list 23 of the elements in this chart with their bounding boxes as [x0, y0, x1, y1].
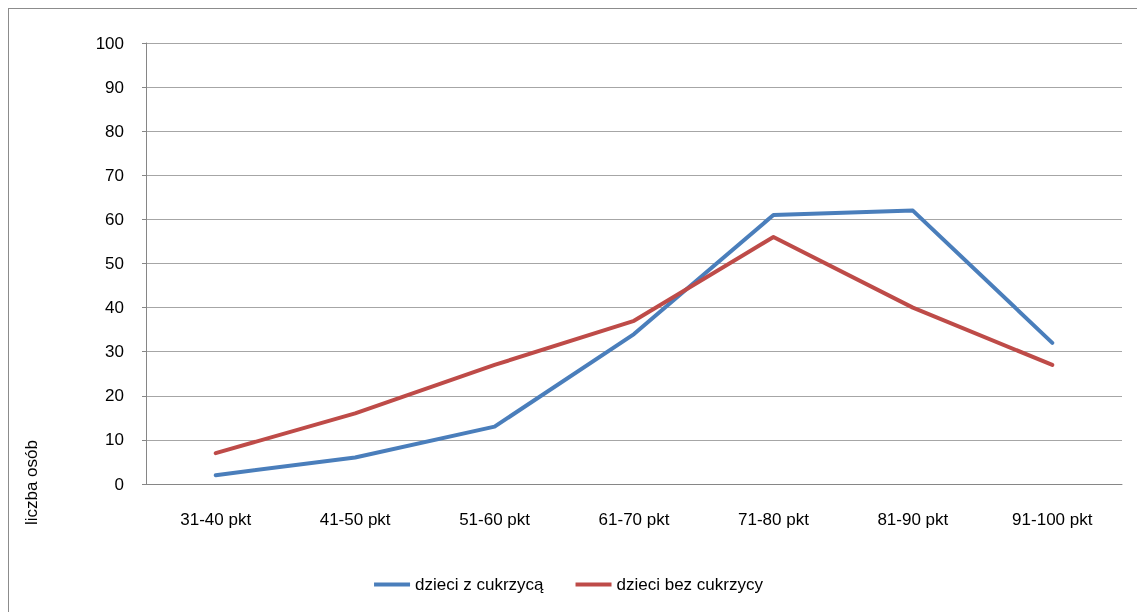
- y-tick-label: 100: [95, 33, 124, 53]
- y-tick-label: 30: [105, 342, 124, 362]
- y-tick-label: 70: [105, 165, 124, 185]
- legend-label: dzieci z cukrzycą: [415, 575, 545, 594]
- x-tick-label: 61-70 pkt: [598, 510, 670, 529]
- y-axis-title: liczba osób: [22, 440, 41, 526]
- y-tick-label: 80: [105, 121, 124, 141]
- x-tick-label: 91-100 pkt: [1012, 510, 1093, 529]
- x-tick-label: 31-40 pkt: [180, 510, 252, 529]
- x-tick-label: 81-90 pkt: [877, 510, 949, 529]
- legend-label: dzieci bez cukrzycy: [616, 575, 764, 594]
- y-tick-label: 20: [105, 386, 124, 406]
- y-tick-label: 40: [105, 298, 124, 318]
- y-tick-label: 10: [105, 430, 124, 450]
- y-tick-label: 0: [114, 474, 124, 494]
- y-tick-label: 60: [105, 209, 124, 229]
- line-series: [213, 208, 1055, 478]
- y-tick-label: 50: [105, 254, 124, 273]
- x-tick-label: 51-60 pkt: [459, 510, 531, 529]
- x-tick-label: 71-80 pkt: [737, 510, 810, 529]
- y-tick-label: 90: [105, 77, 124, 97]
- line-series: [213, 235, 1055, 456]
- x-tick-label: 41-50 pkt: [319, 510, 391, 529]
